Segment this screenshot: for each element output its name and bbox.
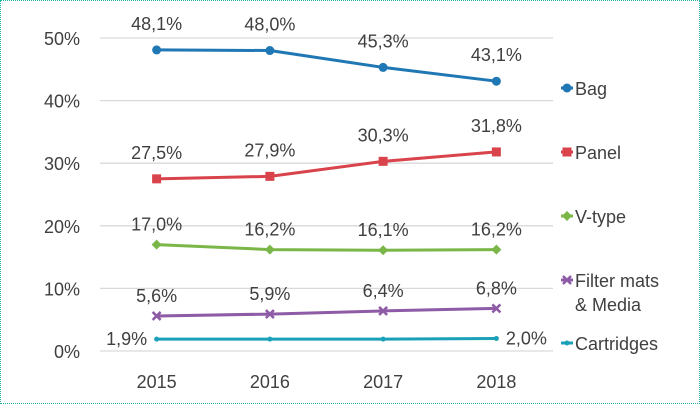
marker-diamond [151,239,162,250]
y-tick-label: 10% [44,279,80,299]
legend-item: Filter mats & Media [561,271,659,315]
marker-x [378,306,389,316]
marker-circle [562,83,572,93]
data-label: 31,8% [471,116,522,136]
data-label: 2,0% [506,328,547,348]
data-label: 5,9% [249,284,290,304]
data-label: 1,9% [106,329,147,349]
marker-dot [564,340,570,346]
legend-label: V-type [575,207,626,227]
marker-square [378,156,388,166]
y-tick-label: 30% [44,154,80,174]
series-panel [152,147,501,184]
x-tick-label: 2015 [137,372,177,392]
series-line [156,306,497,318]
x-axis-tick-labels: 2015 2016 2017 2018 [137,372,517,392]
series-cartridges [154,335,499,342]
marker-diamond [378,245,389,256]
marker-dot [267,336,273,342]
marker-square [491,147,501,157]
legend-label: & Media [575,295,642,315]
data-label: 27,9% [244,140,295,160]
legend-item: Panel [561,143,621,163]
data-label: 48,0% [244,15,295,35]
y-tick-label: 20% [44,217,80,237]
legend-label: Bag [575,79,607,99]
data-label: 16,1% [358,220,409,240]
legend-label: Filter mats [575,271,659,291]
legend-label: Panel [575,143,621,163]
marker-diamond [562,211,572,221]
data-label: 45,3% [358,31,409,51]
data-labels: 48,1% 48,0% 45,3% 43,1% 27,5% 27,9% 30,3% 31,8%… [106,14,547,349]
legend: Bag Panel V-type Filter mats & Media Cartrid… [561,79,659,354]
marker-diamond [491,244,502,255]
marker-x [491,303,502,314]
legend-label: Cartridges [575,334,658,354]
data-label: 48,1% [131,14,182,34]
series-line [156,336,497,341]
data-label: 6,8% [476,278,517,298]
data-label: 16,2% [244,220,295,240]
series-v-type [151,239,502,256]
marker-dot [380,336,386,342]
series-line [156,150,497,181]
data-label: 27,5% [131,143,182,163]
data-label: 17,0% [131,215,182,235]
y-tick-label: 0% [54,342,80,362]
y-tick-label: 50% [44,29,80,49]
marker-dot [154,336,160,342]
marker-x [562,275,572,285]
series-line [156,48,497,83]
x-tick-label: 2017 [363,372,403,392]
legend-item: Cartridges [561,334,658,354]
series-bag [152,45,501,86]
marker-square [152,174,162,184]
marker-square [562,147,572,157]
x-tick-label: 2016 [250,372,290,392]
data-label: 16,2% [471,220,522,240]
series-line [156,243,497,252]
marker-x [151,311,162,321]
marker-circle [265,46,275,56]
data-label: 43,1% [471,45,522,65]
y-axis-tick-labels: 0% 10% 20% 30% 40% 50% [44,29,80,362]
gridlines [100,37,553,352]
marker-x [264,309,275,319]
data-label: 30,3% [358,125,409,145]
legend-item: Bag [561,79,607,99]
legend-item: V-type [561,207,626,227]
marker-diamond [264,244,275,255]
series-filter-mats-media [151,303,502,321]
x-tick-label: 2018 [476,372,516,392]
marker-circle [152,45,162,55]
series-lines [151,45,502,342]
marker-square [265,171,275,181]
marker-dot [493,335,499,341]
marker-circle [491,76,501,86]
marker-circle [378,62,388,72]
data-label: 6,4% [363,281,404,301]
y-tick-label: 40% [44,92,80,112]
data-label: 5,6% [136,286,177,306]
